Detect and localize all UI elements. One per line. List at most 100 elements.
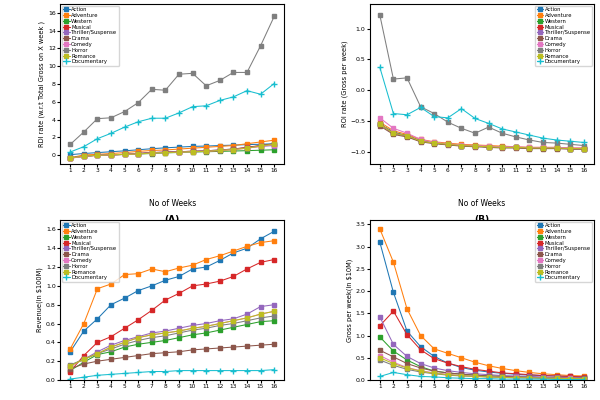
Romance [67, 364, 74, 368]
Drama [134, 353, 142, 358]
Thriller/Suspense [257, 144, 264, 149]
Horror [417, 370, 424, 374]
Musical [526, 146, 533, 150]
Comedy [107, 345, 115, 350]
Documentary [376, 374, 383, 379]
Drama [539, 146, 547, 151]
Thriller/Suspense [203, 148, 210, 153]
Western [121, 345, 128, 350]
Thriller/Suspense [175, 326, 182, 331]
Musical [417, 139, 424, 144]
Comedy [566, 146, 574, 150]
Comedy [390, 126, 397, 131]
Action [485, 144, 492, 149]
Adventure [175, 266, 182, 270]
Action [403, 329, 410, 334]
Documentary [94, 373, 101, 378]
Western [485, 144, 492, 149]
Romance [148, 151, 155, 156]
Musical [271, 142, 278, 147]
Western [390, 349, 397, 354]
Musical [566, 146, 574, 151]
Action [244, 142, 251, 147]
Romance [485, 374, 492, 379]
Action [472, 144, 479, 148]
Western [271, 147, 278, 152]
Adventure [472, 142, 479, 147]
Thriller/Suspense [431, 366, 438, 370]
Thriller/Suspense [134, 334, 142, 339]
Drama [376, 124, 383, 128]
Adventure [94, 286, 101, 291]
Drama [539, 375, 547, 380]
Legend: Action, Adventure, Western, Musical, Thriller/Suspense, Drama, Comedy, Horror, R: Action, Adventure, Western, Musical, Thr… [535, 6, 592, 66]
Horror [80, 357, 88, 362]
Adventure [257, 140, 264, 144]
Action [216, 258, 223, 263]
Western [162, 338, 169, 343]
Adventure [403, 132, 410, 137]
Horror [230, 70, 237, 75]
Drama [499, 374, 506, 379]
Comedy [244, 146, 251, 150]
Adventure [444, 351, 451, 356]
Documentary [485, 121, 492, 126]
Romance [553, 146, 560, 150]
Adventure [499, 366, 506, 371]
Musical [203, 282, 210, 286]
Western [175, 150, 182, 155]
Western [244, 322, 251, 327]
Action [107, 149, 115, 154]
Drama [512, 374, 520, 379]
Comedy [485, 374, 492, 379]
Thriller/Suspense [230, 147, 237, 152]
Horror [580, 143, 587, 148]
Musical [499, 145, 506, 150]
Thriller/Suspense [121, 338, 128, 343]
Adventure [257, 240, 264, 245]
Line: Romance: Romance [378, 356, 586, 380]
Documentary [230, 94, 237, 99]
Adventure [417, 137, 424, 142]
Horror [257, 43, 264, 48]
Documentary [67, 150, 74, 154]
Comedy [444, 372, 451, 377]
Thriller/Suspense [444, 142, 451, 147]
Drama [162, 150, 169, 154]
Horror [94, 351, 101, 356]
Thriller/Suspense [458, 143, 465, 148]
Comedy [230, 318, 237, 323]
Western [553, 146, 560, 150]
Text: No of Weeks: No of Weeks [458, 199, 505, 208]
Musical [417, 347, 424, 352]
Romance [162, 150, 169, 155]
Western [107, 349, 115, 354]
Documentary [121, 371, 128, 376]
Romance [230, 318, 237, 323]
Action [444, 142, 451, 147]
Musical [431, 141, 438, 146]
Thriller/Suspense [162, 150, 169, 154]
Western [94, 352, 101, 357]
Horror [566, 376, 574, 381]
Thriller/Suspense [67, 364, 74, 368]
Action [472, 368, 479, 373]
Western [526, 375, 533, 380]
Western [134, 152, 142, 156]
Adventure [566, 373, 574, 378]
Documentary [80, 375, 88, 380]
Drama [472, 144, 479, 149]
Thriller/Suspense [485, 144, 492, 149]
Horror [458, 126, 465, 131]
Romance [203, 149, 210, 154]
Comedy [485, 144, 492, 148]
Adventure [175, 147, 182, 152]
Comedy [148, 332, 155, 337]
Drama [80, 154, 88, 158]
Romance [526, 375, 533, 380]
Line: Western: Western [68, 148, 276, 160]
Action [189, 266, 196, 271]
Drama [444, 142, 451, 147]
Western [539, 375, 547, 380]
Horror [539, 140, 547, 145]
